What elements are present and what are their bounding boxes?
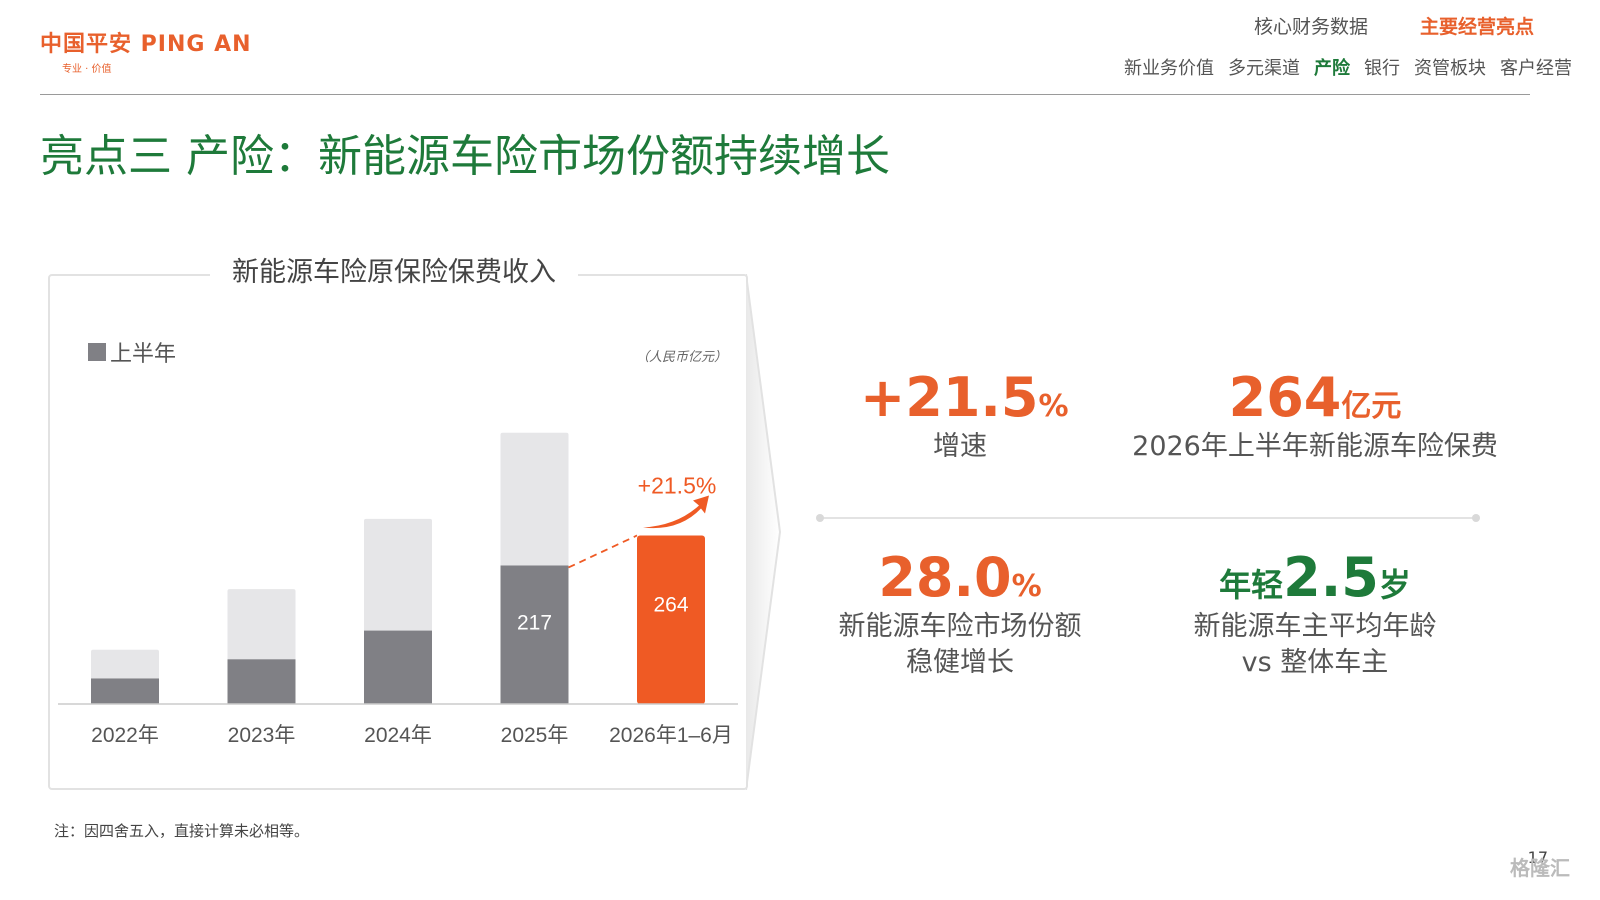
company-logo: 中国平安 PING AN 专业 · 价值 [40, 26, 252, 75]
data-label-4: 264 [653, 593, 688, 616]
divider-dot-right [1472, 514, 1480, 522]
nav-section-highlights[interactable]: 主要经营亮点 [1419, 16, 1534, 38]
chart-unit: （人民币亿元） [636, 350, 728, 365]
kpi-market-share-desc-1: 新能源车险市场份额 [838, 611, 1082, 642]
subnav-new-business-value[interactable]: 新业务价值 [1124, 58, 1214, 79]
growth-annotation: +21.5% [638, 472, 717, 498]
growth-connector [568, 534, 638, 569]
bar-half-year-3 [500, 565, 569, 704]
subnav-channels[interactable]: 多元渠道 [1228, 58, 1300, 79]
chart-legend: 上半年 [88, 336, 176, 368]
kpi-divider [816, 514, 1480, 522]
legend-swatch [88, 343, 106, 361]
section-nav: 核心财务数据 主要经营亮点 [1254, 12, 1534, 39]
logo-text: 中国平安 PING AN [40, 32, 252, 57]
kpi-premium-value: 264亿元 [1228, 366, 1402, 429]
watermark: 格隆汇 [1510, 856, 1570, 880]
nav-section-core-financials[interactable]: 核心财务数据 [1253, 16, 1368, 38]
bar-half-year-0 [91, 678, 159, 704]
logo-tagline: 专业 · 价值 [62, 64, 112, 75]
bar-half-year-2 [364, 630, 432, 704]
bar-half-year-1 [227, 659, 296, 704]
kpi-owner-age-desc-1: 新能源车主平均年龄 [1193, 611, 1437, 642]
data-label-3: 217 [517, 611, 552, 634]
x-tick-label-3: 2025年 [501, 724, 569, 747]
legend-label: 上半年 [110, 342, 177, 367]
chart-title: 新能源车险原保险保费收入 [210, 250, 578, 289]
divider-dot-left [816, 514, 824, 522]
page-number: 17 [1527, 848, 1548, 867]
kpi-market-share: 28.0% 新能源车险市场份额 稳健增长 [820, 546, 1100, 681]
growth-arrow [643, 495, 709, 529]
sub-nav: 新业务价值 多元渠道 产险 银行 资管板块 客户经营 [1124, 54, 1572, 80]
x-tick-label-0: 2022年 [91, 724, 159, 747]
header-divider [40, 94, 1530, 95]
subnav-pc-insurance[interactable]: 产险 [1314, 58, 1350, 79]
kpi-owner-age-value: 年轻2.5岁 [1219, 546, 1411, 609]
kpi-premium-desc: 2026年上半年新能源车险保费 [1132, 431, 1498, 462]
kpi-growth-value: +21.5% [860, 366, 1069, 429]
x-tick-label-1: 2023年 [228, 724, 296, 747]
x-tick-label-2: 2024年 [364, 724, 432, 747]
x-tick-label-4: 2026年1–6月 [609, 724, 733, 747]
subnav-bank[interactable]: 银行 [1364, 58, 1400, 79]
panel-pointer [746, 274, 782, 790]
kpi-growth-desc: 增速 [933, 431, 987, 462]
bar-chart: 2022年 2023年 2024年 217 2025年 264 2026年1–6月 +21.5… [58, 432, 738, 747]
footnote: 注：因四舍五入，直接计算未必相等。 [54, 822, 310, 840]
kpi-owner-age: 年轻2.5岁 新能源车主平均年龄 vs 整体车主 [1170, 546, 1460, 681]
kpi-premium: 264亿元 2026年上半年新能源车险保费 [1110, 366, 1520, 465]
subnav-asset-management[interactable]: 资管板块 [1414, 58, 1486, 79]
kpi-market-share-desc-2: 稳健增长 [906, 647, 1014, 678]
subnav-customer[interactable]: 客户经营 [1500, 58, 1572, 79]
bar-half-year-4 [637, 535, 705, 704]
kpi-owner-age-desc-2: vs 整体车主 [1241, 647, 1389, 678]
kpi-growth: +21.5% 增速 [860, 366, 1069, 465]
kpi-market-share-value: 28.0% [878, 546, 1042, 609]
page-title: 亮点三 产险：新能源车险市场份额持续增长 [40, 131, 890, 182]
